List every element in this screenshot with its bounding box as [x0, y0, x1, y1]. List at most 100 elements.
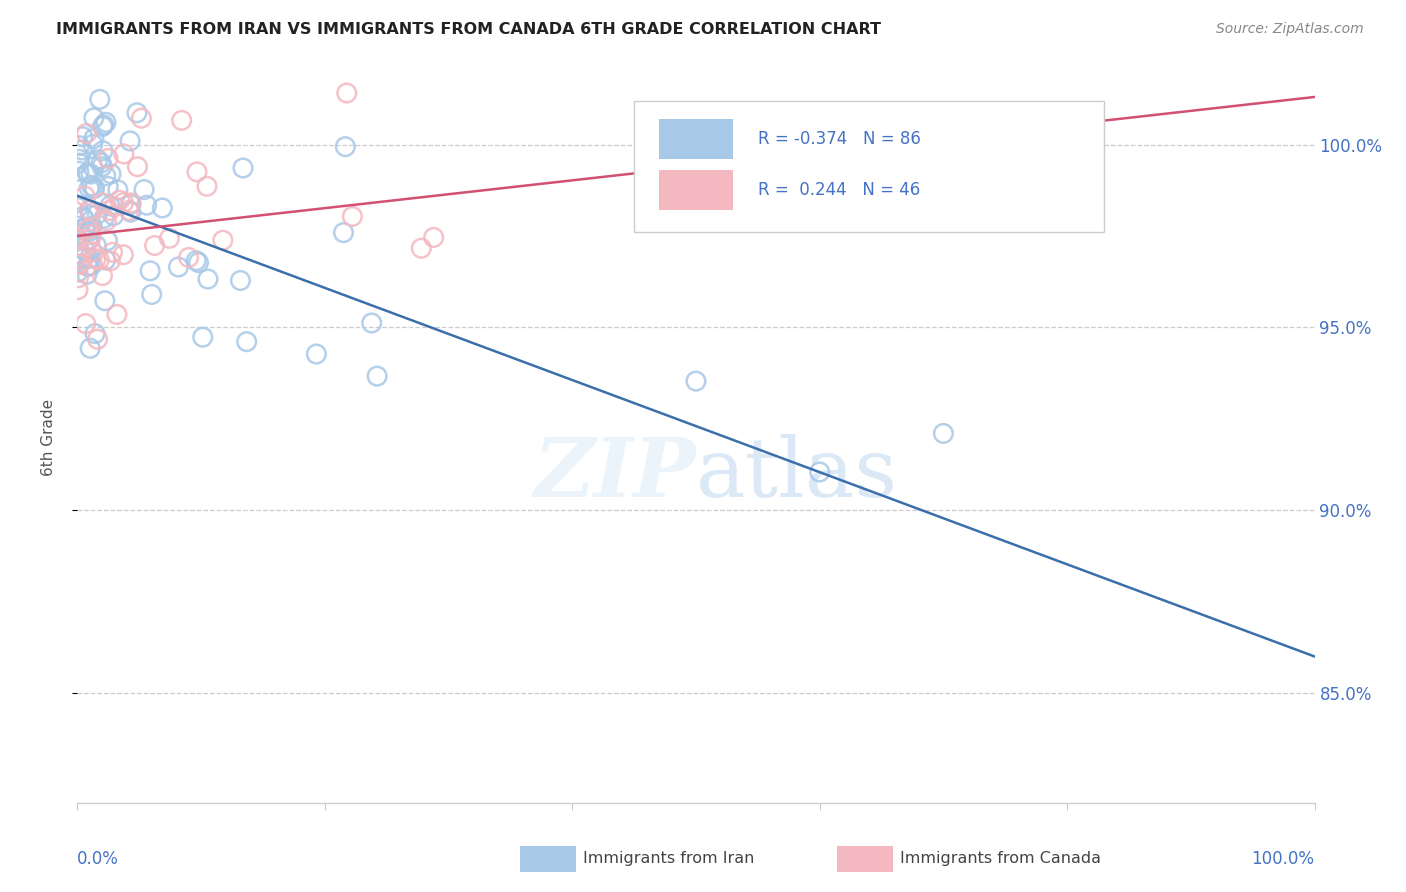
Point: [212, 233, 235, 247]
Point: [112, 248, 135, 262]
Point: [83, 181, 105, 195]
Point: [70, 143, 93, 157]
Point: [89, 92, 111, 106]
Point: [97, 152, 120, 166]
Point: [80, 208, 103, 222]
Point: [69, 257, 91, 271]
Point: [75, 317, 97, 331]
Point: [232, 161, 254, 175]
Point: [73, 211, 96, 226]
Text: ZIP: ZIP: [533, 434, 696, 514]
Bar: [659, 170, 733, 211]
Point: [135, 198, 157, 212]
Point: [91, 120, 114, 134]
Point: [411, 241, 433, 255]
Text: atlas: atlas: [696, 434, 898, 514]
Point: [79, 341, 101, 355]
Point: [66, 232, 89, 246]
Point: [100, 254, 122, 268]
Point: [91, 196, 114, 211]
Point: [84, 252, 107, 266]
Point: [94, 115, 117, 129]
Point: [75, 220, 97, 235]
Point: [72, 129, 94, 144]
Point: [80, 259, 103, 273]
Point: [101, 245, 124, 260]
Point: [107, 183, 129, 197]
Point: [143, 238, 166, 252]
Point: [67, 258, 90, 272]
Point: [67, 164, 90, 178]
Point: [132, 183, 155, 197]
Point: [82, 160, 104, 174]
Text: 0.0%: 0.0%: [77, 850, 120, 868]
Point: [336, 86, 359, 100]
Point: [84, 238, 107, 252]
Point: [186, 253, 208, 268]
Text: R =  0.244   N = 46: R = 0.244 N = 46: [758, 181, 920, 199]
Point: [98, 203, 121, 218]
Point: [120, 196, 142, 211]
Point: [82, 137, 104, 152]
Text: Immigrants from Iran: Immigrants from Iran: [583, 852, 755, 866]
Point: [342, 210, 364, 224]
Bar: [659, 119, 733, 159]
Point: [125, 105, 148, 120]
Point: [120, 197, 142, 211]
Point: [305, 347, 328, 361]
Point: [76, 267, 98, 281]
Point: [131, 112, 153, 126]
Point: [141, 287, 163, 301]
Point: [86, 207, 108, 221]
Point: [98, 199, 121, 213]
Point: [83, 111, 105, 125]
Point: [229, 273, 252, 287]
Text: R = -0.374   N = 86: R = -0.374 N = 86: [758, 129, 921, 148]
Point: [932, 426, 955, 441]
Point: [67, 246, 90, 260]
Point: [76, 166, 98, 180]
Point: [67, 250, 90, 264]
Point: [112, 195, 135, 210]
Text: Source: ZipAtlas.com: Source: ZipAtlas.com: [1216, 22, 1364, 37]
Point: [69, 138, 91, 153]
Point: [66, 283, 89, 297]
Point: [73, 221, 96, 235]
Point: [83, 131, 105, 145]
Point: [93, 118, 115, 132]
Point: [335, 139, 357, 153]
Point: [77, 233, 100, 247]
Point: [127, 160, 149, 174]
Point: [105, 308, 128, 322]
Point: [108, 193, 131, 207]
Point: [84, 326, 107, 341]
Point: [103, 209, 125, 223]
Point: [76, 260, 98, 274]
Point: [77, 252, 100, 266]
Point: [79, 224, 101, 238]
Point: [79, 232, 101, 246]
Point: [90, 156, 112, 170]
Point: [360, 316, 382, 330]
Point: [150, 201, 173, 215]
Point: [77, 181, 100, 195]
Point: [159, 231, 181, 245]
Point: [67, 153, 90, 167]
Point: [422, 230, 444, 244]
Point: [72, 210, 94, 224]
Point: [91, 268, 114, 283]
Point: [91, 160, 114, 174]
Point: [73, 220, 96, 235]
Point: [93, 211, 115, 226]
Point: [186, 165, 208, 179]
Point: [80, 221, 103, 235]
Point: [67, 270, 90, 285]
Point: [120, 134, 142, 148]
FancyBboxPatch shape: [634, 101, 1104, 232]
Point: [96, 213, 118, 227]
Point: [77, 202, 100, 217]
Point: [67, 156, 90, 170]
Y-axis label: 6th Grade: 6th Grade: [42, 399, 56, 475]
Point: [76, 127, 98, 141]
Point: [139, 264, 162, 278]
